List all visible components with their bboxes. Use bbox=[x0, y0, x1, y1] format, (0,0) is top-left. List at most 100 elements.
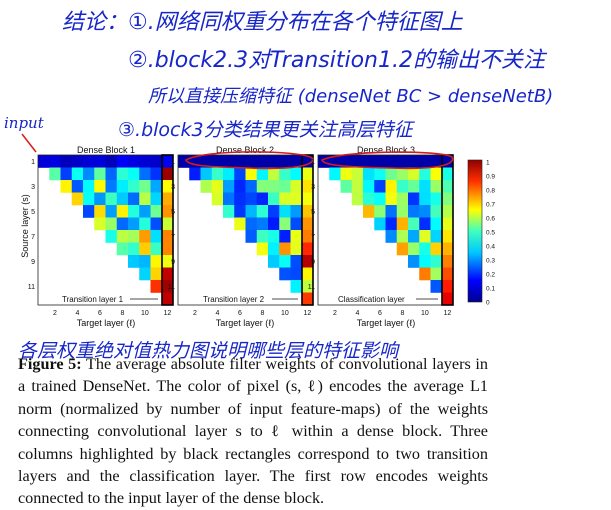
heatmap-cell bbox=[256, 167, 269, 181]
heatmap-cell bbox=[396, 205, 409, 218]
heatmap-cell bbox=[441, 192, 454, 206]
heatmap-cell bbox=[49, 155, 61, 168]
colorbar-tick-label: 0.3 bbox=[486, 258, 495, 265]
heatmap-cell bbox=[128, 155, 140, 168]
heatmap-cell bbox=[128, 180, 140, 193]
bottom-label: Classification layer bbox=[338, 295, 405, 304]
heatmap-cell bbox=[430, 155, 443, 168]
heatmap-cell bbox=[419, 205, 431, 218]
heatmap-cell bbox=[268, 217, 280, 231]
heatmap-cell bbox=[279, 242, 291, 256]
heatmap-cell bbox=[385, 230, 398, 243]
y-ticks: 1 3 5 7 9 11 bbox=[308, 159, 315, 291]
heatmap-cell bbox=[301, 155, 314, 168]
heatmap-cell bbox=[139, 180, 151, 193]
heatmap-cell bbox=[408, 255, 420, 268]
colorbar-tick-label: 0 bbox=[486, 300, 490, 307]
y-tick-label: 7 bbox=[311, 234, 315, 241]
heatmap-cell bbox=[301, 180, 314, 193]
heatmap-cell bbox=[279, 217, 291, 231]
heatmap-cell bbox=[385, 180, 398, 193]
heatmap-cell bbox=[116, 180, 129, 193]
heatmap-cell bbox=[430, 230, 443, 243]
heatmap-cell bbox=[441, 155, 454, 168]
heatmap-cell bbox=[441, 230, 454, 243]
x-axis-label: Target layer (ℓ) bbox=[77, 318, 135, 328]
heatmap-cell bbox=[268, 255, 280, 268]
heatmap-cell bbox=[256, 242, 269, 256]
heatmap-cell bbox=[340, 155, 353, 168]
heatmap-cell bbox=[161, 292, 174, 306]
heatmap-cell bbox=[340, 180, 353, 193]
heatmap-cell bbox=[83, 180, 95, 193]
heatmap-cell bbox=[94, 180, 106, 193]
heatmap-cell bbox=[396, 192, 409, 206]
heatmap-cell bbox=[139, 242, 151, 256]
heatmap-cell bbox=[441, 167, 454, 181]
x-axis-label: Target layer (ℓ) bbox=[216, 318, 274, 328]
heatmap-cell bbox=[385, 217, 398, 231]
heatmap-cell bbox=[189, 155, 201, 168]
heatmap-cell bbox=[290, 255, 303, 268]
heatmap-cell bbox=[256, 230, 269, 243]
heatmap-figure: Source layer (s) Dense Block 1 Transitio… bbox=[20, 133, 495, 328]
heatmap-cell bbox=[268, 242, 280, 256]
heatmap-cell bbox=[161, 167, 174, 181]
x-tick-label: 8 bbox=[400, 310, 404, 317]
heatmap-cell bbox=[211, 167, 224, 181]
heatmap-cell bbox=[430, 217, 443, 231]
heatmap-cell bbox=[234, 217, 246, 231]
heatmap-cell bbox=[301, 267, 314, 281]
panel-title: Dense Block 1 bbox=[77, 145, 135, 155]
heatmap-cell bbox=[290, 280, 303, 293]
heatmap-cell bbox=[441, 205, 454, 218]
heatmap-cells bbox=[318, 155, 454, 306]
heatmap-cell bbox=[408, 155, 420, 168]
heatmap-cell bbox=[301, 192, 314, 206]
y-tick-label: 5 bbox=[31, 209, 35, 216]
heatmap-cell bbox=[245, 205, 258, 218]
red-annotation-oval bbox=[321, 151, 454, 170]
heatmap-cell bbox=[419, 192, 431, 206]
y-tick-label: 9 bbox=[171, 259, 175, 266]
colorbar-tick-label: 1 bbox=[486, 160, 490, 167]
y-ticks: 1 3 5 7 9 11 bbox=[28, 159, 35, 291]
heatmap-cell bbox=[150, 167, 163, 181]
heatmap-cell bbox=[419, 180, 431, 193]
heatmap-cell bbox=[374, 205, 386, 218]
y-tick-label: 7 bbox=[31, 234, 35, 241]
heatmap-cell bbox=[419, 230, 431, 243]
heatmap-cell bbox=[150, 242, 163, 256]
y-tick-label: 3 bbox=[31, 184, 35, 191]
heatmap-cell bbox=[94, 192, 106, 206]
heatmap-cell bbox=[94, 205, 106, 218]
heatmap-cell bbox=[83, 205, 95, 218]
x-tick-label: 4 bbox=[215, 310, 219, 317]
heatmap-cell bbox=[150, 217, 163, 231]
heatmap-cell bbox=[256, 155, 269, 168]
heatmap-cell bbox=[279, 180, 291, 193]
heatmap-cell bbox=[419, 167, 431, 181]
heatmap-cell bbox=[116, 242, 129, 256]
heatmap-cell bbox=[396, 155, 409, 168]
heatmap-cell bbox=[161, 217, 174, 231]
heatmap-cell bbox=[301, 242, 314, 256]
heatmap-cell bbox=[408, 192, 420, 206]
x-axis-label: Target layer (ℓ) bbox=[357, 318, 415, 328]
heatmap-cell bbox=[290, 167, 303, 181]
caption-text: The average absolute filter weights of c… bbox=[18, 355, 488, 508]
heatmap-cell bbox=[161, 255, 174, 268]
heatmap-cell bbox=[290, 155, 303, 168]
heatmap-cell bbox=[430, 192, 443, 206]
heatmap-cell bbox=[150, 180, 163, 193]
heatmap-cell bbox=[301, 255, 314, 268]
y-tick-label: 1 bbox=[311, 159, 315, 166]
heatmap-cell bbox=[150, 267, 163, 281]
heatmap-cell bbox=[363, 167, 375, 181]
heatmap-cell bbox=[139, 267, 151, 281]
heatmap-cell bbox=[245, 192, 258, 206]
heatmap-cell bbox=[301, 217, 314, 231]
heatmap-cell bbox=[223, 155, 235, 168]
heatmap-cell bbox=[351, 192, 364, 206]
heatmap-cell bbox=[60, 155, 73, 168]
